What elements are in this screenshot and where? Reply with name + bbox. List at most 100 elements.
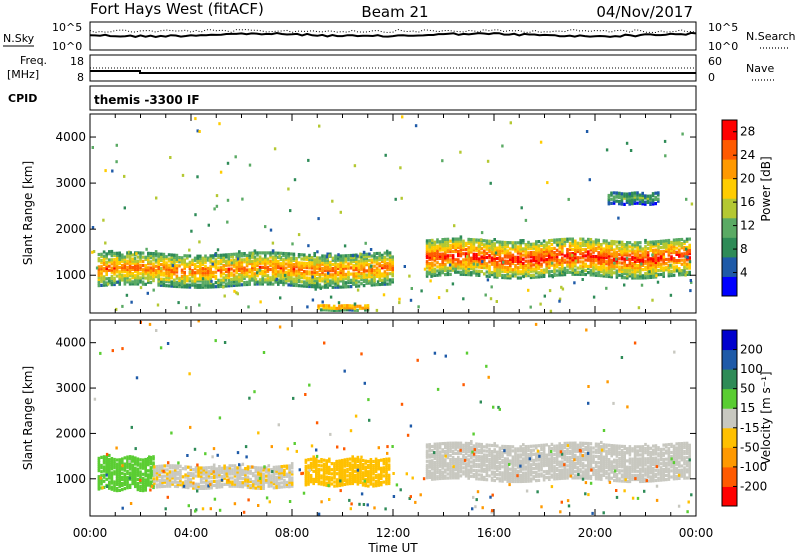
range-cell <box>113 282 116 287</box>
range-cell <box>425 453 429 457</box>
range-cell <box>457 472 460 476</box>
range-cell <box>267 472 271 476</box>
range-cell <box>537 250 541 254</box>
range-cell <box>436 477 439 481</box>
range-cell <box>115 266 119 270</box>
scatter-cell <box>115 307 118 311</box>
range-cell <box>158 485 161 489</box>
range-cell <box>506 469 509 473</box>
range-cell <box>338 459 341 463</box>
range-cell <box>102 267 106 271</box>
range-cell <box>128 280 132 284</box>
range-cell <box>449 470 452 474</box>
range-cell <box>383 255 387 259</box>
range-cell <box>425 449 429 453</box>
range-cell <box>245 264 249 268</box>
range-cell <box>649 257 652 261</box>
range-cell <box>446 468 450 472</box>
range-cell <box>322 462 326 466</box>
range-cell <box>433 469 437 473</box>
range-cell <box>228 464 232 468</box>
range-cell <box>488 256 491 260</box>
range-cell <box>626 272 629 276</box>
range-cell <box>662 262 665 266</box>
range-cell <box>438 256 442 260</box>
range-cell <box>457 464 460 468</box>
range-cell <box>303 272 306 276</box>
range-cell <box>485 443 489 447</box>
range-cell <box>610 273 613 277</box>
range-cell <box>631 257 634 261</box>
range-cell <box>123 482 127 487</box>
range-cell <box>555 254 559 259</box>
range-cell <box>167 269 171 273</box>
range-cell <box>285 474 289 478</box>
range-cell <box>196 258 199 262</box>
range-cell <box>639 241 642 245</box>
range-cell <box>367 484 370 488</box>
range-cell <box>509 261 512 265</box>
range-cell <box>170 259 173 263</box>
range-cell <box>425 255 429 260</box>
cpid-label: CPID <box>8 92 37 105</box>
range-cell <box>241 483 245 487</box>
range-cell <box>480 457 483 461</box>
range-cell <box>209 260 212 264</box>
range-cell <box>641 276 645 280</box>
range-cell <box>204 260 207 264</box>
range-cell <box>470 246 473 250</box>
range-cell <box>631 195 634 200</box>
range-cell <box>483 257 486 261</box>
range-cell <box>108 486 111 490</box>
scatter-cell <box>104 169 107 173</box>
range-cell <box>272 476 276 480</box>
range-cell <box>600 274 603 278</box>
range-cell <box>438 244 442 248</box>
range-cell <box>433 465 437 469</box>
range-cell <box>344 264 348 268</box>
range-cell <box>141 462 145 466</box>
range-cell <box>467 448 470 452</box>
scatter-cell <box>480 231 484 235</box>
range-cell <box>615 275 619 279</box>
range-cell <box>330 476 334 480</box>
range-cell <box>459 254 463 258</box>
range-cell <box>613 248 616 252</box>
range-cell <box>431 463 434 467</box>
range-cell <box>576 243 580 247</box>
range-cell <box>636 243 639 247</box>
range-cell <box>118 280 121 284</box>
range-cell <box>498 248 502 252</box>
range-cell <box>374 467 378 471</box>
range-cell <box>244 471 247 475</box>
range-cell <box>561 242 564 246</box>
range-cell <box>438 476 442 481</box>
range-cell <box>204 269 207 273</box>
range-cell <box>610 248 613 252</box>
range-cell <box>610 271 613 275</box>
range-cell <box>433 253 437 257</box>
range-cell <box>290 262 293 266</box>
range-cell <box>334 254 337 258</box>
range-cell <box>264 280 267 284</box>
range-cell <box>205 482 208 486</box>
range-cell <box>329 267 332 271</box>
range-cell <box>321 256 324 260</box>
range-cell <box>154 275 158 279</box>
range-cell <box>209 256 212 260</box>
range-cell <box>464 445 468 449</box>
range-cell <box>524 255 528 259</box>
range-cell <box>535 246 538 250</box>
range-cell <box>228 466 232 470</box>
range-cell <box>205 486 208 490</box>
range-cell <box>102 467 106 471</box>
range-cell <box>131 467 134 471</box>
range-cell <box>377 475 380 479</box>
range-cell <box>391 263 394 267</box>
range-cell <box>364 469 367 473</box>
range-cell <box>219 280 223 284</box>
range-cell <box>571 266 574 270</box>
range-cell <box>436 250 439 254</box>
range-cell <box>204 277 207 281</box>
range-cell <box>128 473 132 477</box>
